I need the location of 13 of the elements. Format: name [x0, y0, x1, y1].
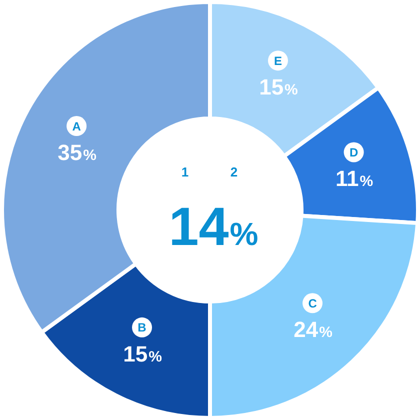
text: 1	[181, 164, 189, 180]
slice-label: E	[274, 54, 282, 68]
slice-label: B	[138, 320, 147, 335]
data-label: 35%	[58, 140, 96, 166]
slice-label: D	[349, 146, 358, 160]
slice-label: A	[72, 119, 82, 134]
text: 2	[230, 164, 238, 180]
data-label: 11%	[336, 166, 374, 192]
data-label: 24%	[294, 317, 332, 342]
slice-label: C	[308, 296, 318, 310]
data-label: 15%	[259, 74, 298, 100]
data-label: 15%	[123, 341, 162, 366]
text: 14%	[168, 197, 258, 257]
